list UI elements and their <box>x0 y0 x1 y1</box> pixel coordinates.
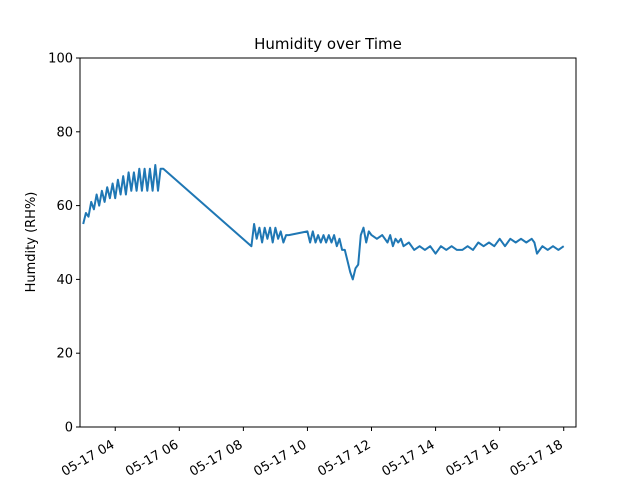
y-axis-label: Humdity (RH%) <box>24 192 39 293</box>
plot-frame <box>79 57 577 428</box>
x-axis-ticks: 05-17 04 05-17 06 05-17 08 05-17 10 05-17 12… <box>59 427 566 480</box>
y-tick-label: 80 <box>56 125 73 140</box>
x-tick-label: 05-17 04 <box>59 437 117 479</box>
y-tick-label: 100 <box>48 52 73 67</box>
y-tick-label: 0 <box>65 421 73 436</box>
x-tick-label: 05-17 10 <box>251 437 309 479</box>
y-tick-label: 20 <box>56 347 73 362</box>
x-tick-label: 05-17 12 <box>315 437 373 479</box>
x-tick-label: 05-17 18 <box>508 437 566 479</box>
x-tick-label: 05-17 08 <box>187 437 245 479</box>
y-tick-label: 40 <box>56 273 73 288</box>
y-tick-label: 60 <box>56 199 73 214</box>
x-tick-label: 05-17 16 <box>444 437 502 479</box>
y-axis-ticks: 0 20 40 60 80 100 <box>48 52 80 436</box>
humidity-series-line <box>82 164 565 281</box>
x-tick-label: 05-17 06 <box>123 437 181 479</box>
chart-title: Humidity over Time <box>254 35 402 53</box>
x-tick-label: 05-17 14 <box>379 437 437 479</box>
